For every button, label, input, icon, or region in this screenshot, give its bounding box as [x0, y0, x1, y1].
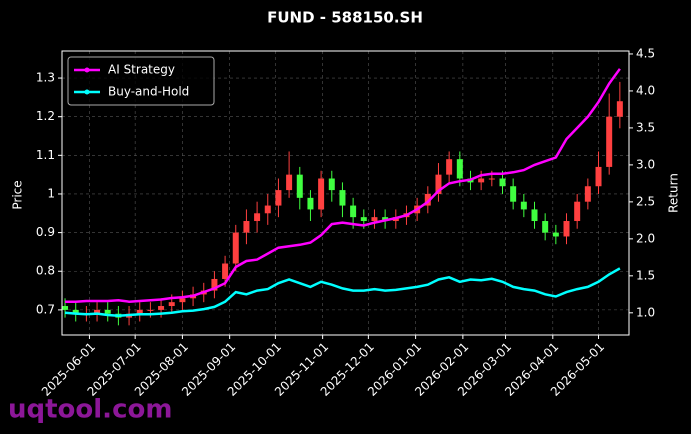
series-line	[64, 267, 621, 318]
candle-body	[499, 178, 506, 187]
y-tick-label: 1.2	[36, 109, 55, 123]
candle-body	[307, 197, 314, 210]
candle-body	[62, 306, 69, 310]
candle-body	[531, 209, 538, 222]
candle-body	[94, 309, 101, 314]
candle-body	[179, 298, 186, 303]
y2-tick-label: 1.0	[636, 305, 655, 319]
legend: AI Strategy Buy-and-Hold	[67, 56, 215, 106]
candle-body	[606, 116, 613, 167]
candle-body	[222, 263, 229, 279]
candle-body	[478, 178, 485, 183]
y-tick-label: 0.7	[36, 302, 55, 316]
candle-body	[318, 178, 325, 210]
y2-tick-label: 3.0	[636, 157, 655, 171]
candle-body	[72, 309, 79, 314]
candle-body	[339, 190, 346, 206]
y2-tick-label: 2.5	[636, 194, 655, 208]
candle-body	[446, 159, 453, 175]
candle-body	[211, 278, 218, 291]
watermark: uqtool.com	[8, 395, 172, 425]
candle-body	[456, 159, 463, 179]
y-axis-label: Price	[11, 180, 25, 209]
y2-axis-label: Return	[667, 173, 681, 213]
candle-body	[243, 221, 250, 233]
legend-marker	[84, 67, 90, 73]
candle-body	[275, 190, 282, 206]
candle-body	[136, 309, 143, 314]
candle-body	[382, 217, 389, 222]
y2-tick-label: 4.0	[636, 83, 655, 97]
candle-body	[104, 309, 111, 314]
candle-body	[168, 302, 175, 307]
candle-body	[371, 217, 378, 222]
candle-body	[435, 174, 442, 194]
y2-tick-label: 4.5	[636, 46, 655, 60]
legend-box	[67, 56, 215, 106]
y2-tick-label: 2.0	[636, 231, 655, 245]
legend-label: AI Strategy	[108, 63, 175, 77]
candle-body	[520, 201, 527, 210]
candle-body	[542, 221, 549, 233]
candle-body	[584, 186, 591, 202]
chart-title: FUND - 588150.SH	[267, 9, 423, 27]
candle-body	[232, 232, 239, 264]
y-tick-label: 1	[47, 186, 55, 200]
candle-body	[350, 205, 357, 218]
candle-body	[616, 101, 623, 117]
y2-tick-label: 3.5	[636, 120, 655, 134]
candle-body	[296, 174, 303, 198]
candle-body	[510, 186, 517, 202]
candle-body	[595, 166, 602, 187]
y-tick-label: 1.1	[36, 148, 55, 162]
y-tick-label: 1.3	[36, 71, 55, 85]
series-line	[65, 68, 621, 303]
candle-body	[488, 178, 495, 180]
candle-body	[328, 178, 335, 191]
candle-body	[286, 174, 293, 191]
candle-body	[147, 309, 154, 311]
y-tick-label: 0.8	[36, 264, 55, 278]
candle-body	[424, 193, 431, 206]
candle-body	[574, 201, 581, 222]
candle-body	[563, 221, 570, 237]
candle-body	[552, 232, 559, 237]
legend-label: Buy-and-Hold	[108, 85, 189, 99]
candle-body	[360, 217, 367, 222]
legend-marker	[84, 89, 90, 95]
plot-frame	[61, 50, 630, 336]
y2-tick-label: 1.5	[636, 268, 655, 282]
candle-body	[254, 213, 261, 222]
y-tick-label: 0.9	[36, 225, 55, 239]
candle-body	[264, 205, 271, 214]
candle-body	[158, 306, 165, 310]
